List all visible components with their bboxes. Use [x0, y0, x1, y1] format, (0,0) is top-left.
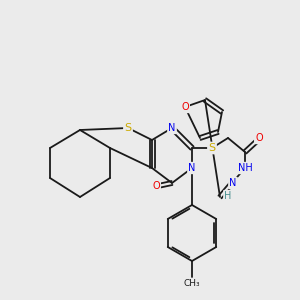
- Text: NH: NH: [238, 163, 252, 173]
- Text: H: H: [224, 191, 232, 201]
- Text: N: N: [168, 123, 176, 133]
- Text: S: S: [208, 143, 216, 153]
- Text: S: S: [124, 123, 132, 133]
- Text: N: N: [188, 163, 196, 173]
- Text: O: O: [152, 181, 160, 191]
- Text: O: O: [181, 102, 189, 112]
- Text: N: N: [229, 178, 237, 188]
- Text: CH₃: CH₃: [184, 279, 200, 288]
- Text: O: O: [255, 133, 263, 143]
